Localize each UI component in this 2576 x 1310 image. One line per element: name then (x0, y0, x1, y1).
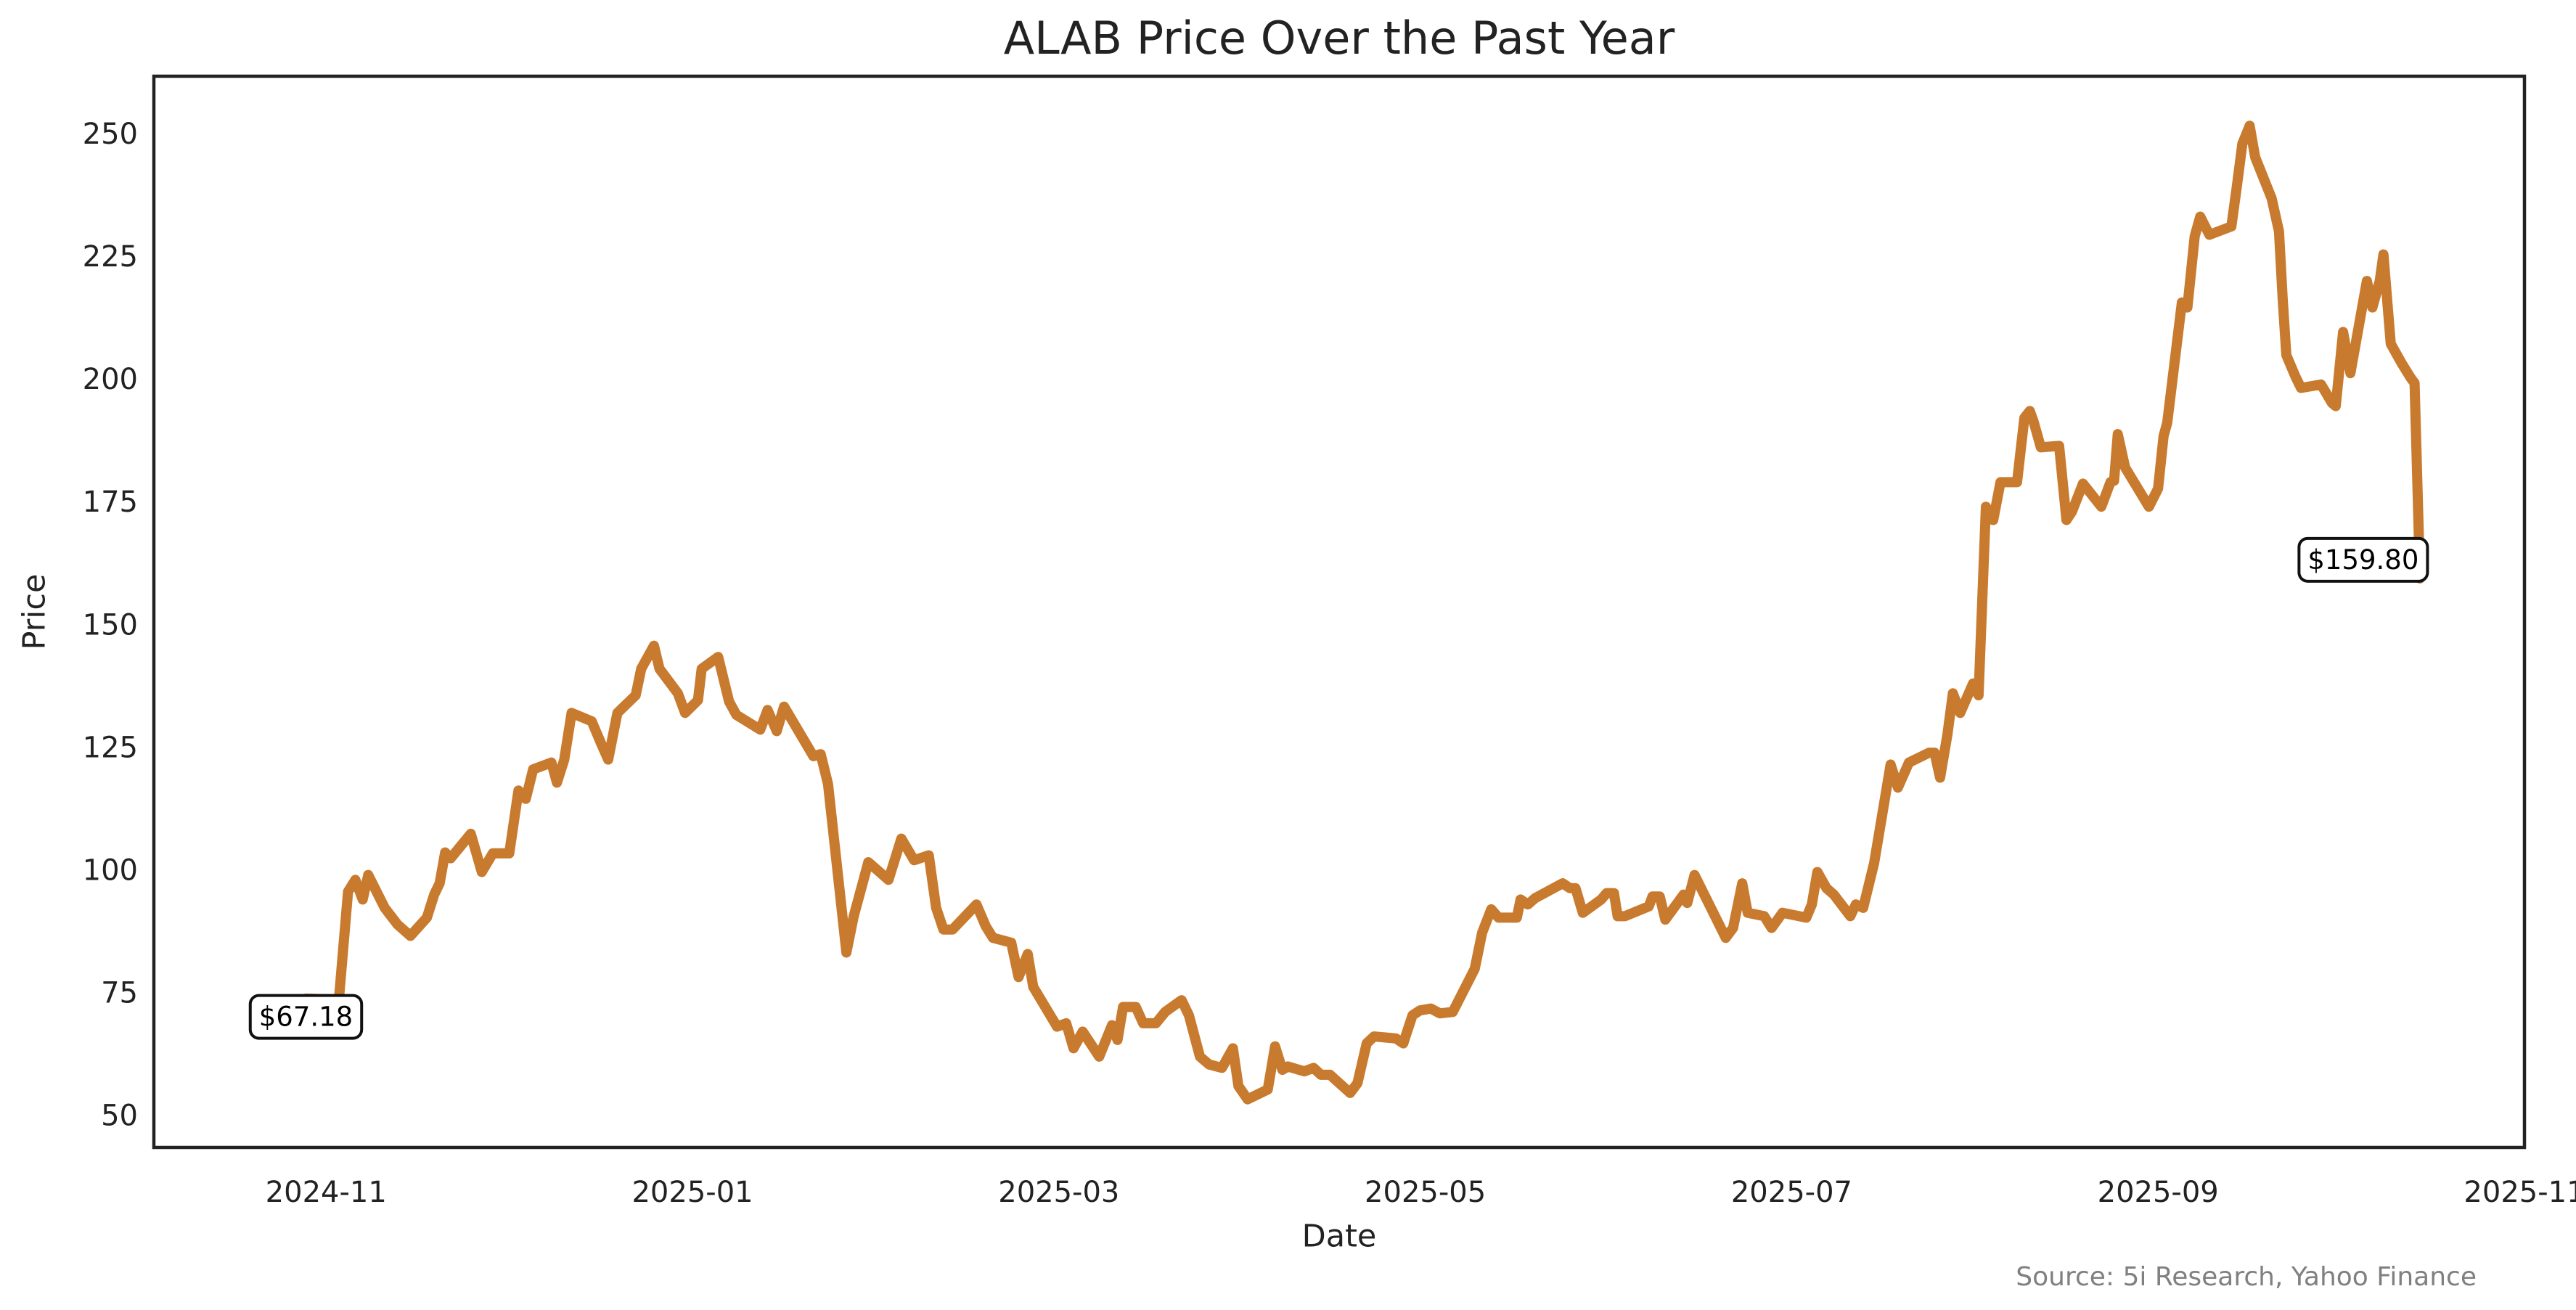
y-axis-label: Price (17, 574, 53, 650)
y-tick-label: 125 (83, 731, 138, 764)
source-note: Source: 5i Research, Yahoo Finance (2016, 1262, 2477, 1292)
y-tick-label: 75 (101, 977, 138, 1010)
x-tick-label: 2025-11 (2463, 1176, 2576, 1209)
x-axis-label: Date (1302, 1219, 1377, 1255)
x-tick-label: 2025-09 (2098, 1176, 2219, 1209)
y-tick-label: 225 (83, 240, 138, 274)
price-line (300, 120, 2426, 1105)
y-tick-label: 50 (101, 1100, 138, 1133)
chart-title: ALAB Price Over the Past Year (1004, 12, 1675, 65)
y-tick-label: 200 (83, 363, 138, 396)
axes-frame (152, 74, 2527, 1150)
annotation-label: $159.80 (2307, 544, 2418, 576)
x-tick-label: 2025-05 (1365, 1176, 1486, 1209)
y-tick-label: 175 (83, 486, 138, 519)
y-tick-label: 100 (83, 854, 138, 888)
annotation-label: $67.18 (259, 1002, 353, 1033)
annotation-box (248, 994, 364, 1040)
x-tick-label: 2024-11 (266, 1176, 387, 1209)
x-tick-label: 2025-03 (998, 1176, 1119, 1209)
y-tick-label: 250 (83, 118, 138, 151)
x-tick-label: 2025-07 (1731, 1176, 1852, 1209)
annotation-box (2297, 536, 2429, 583)
x-tick-label: 2025-01 (631, 1176, 753, 1209)
y-tick-label: 150 (83, 608, 138, 642)
